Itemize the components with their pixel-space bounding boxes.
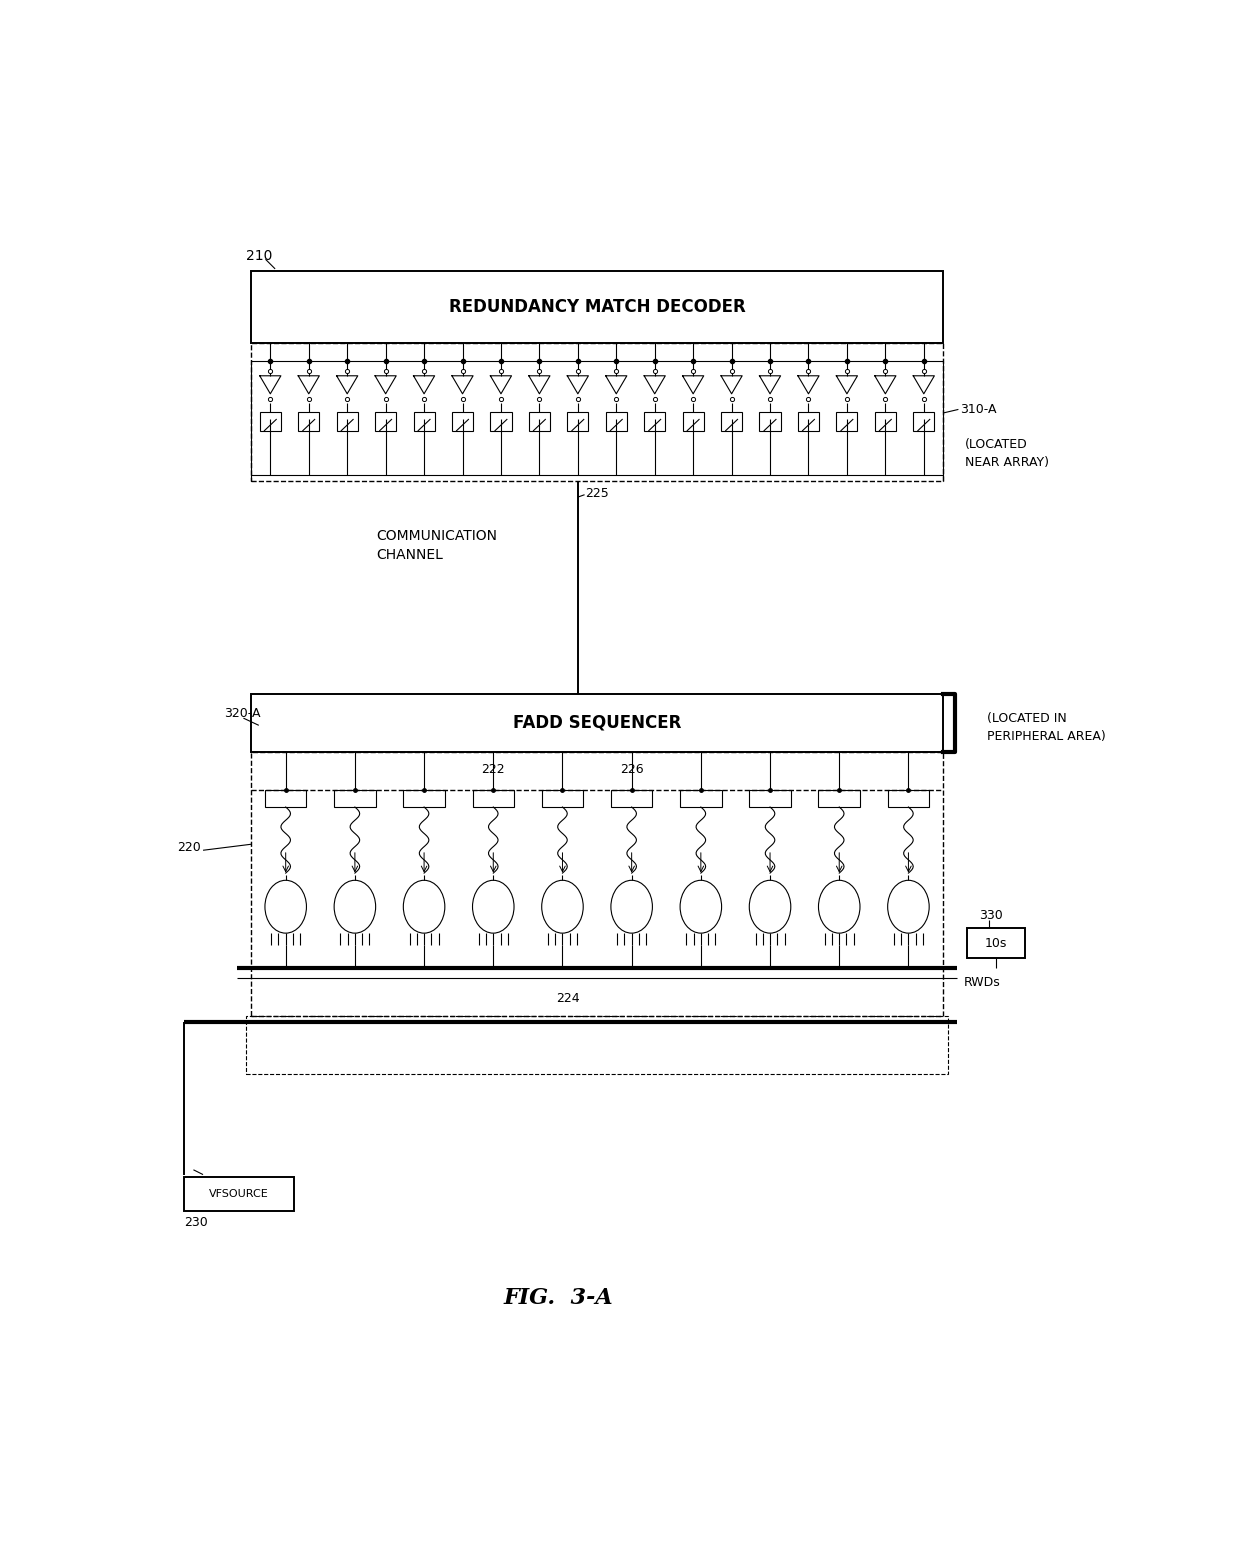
Text: COMMUNICATION: COMMUNICATION <box>376 529 497 543</box>
Bar <box>567 412 589 431</box>
Text: (LOCATED: (LOCATED <box>965 438 1028 451</box>
Bar <box>749 791 791 807</box>
Text: 320-A: 320-A <box>224 707 260 719</box>
Bar <box>888 791 929 807</box>
Bar <box>298 412 320 431</box>
Text: 230: 230 <box>184 1217 207 1229</box>
Bar <box>720 412 743 431</box>
Text: 226: 226 <box>620 763 644 777</box>
Bar <box>874 412 897 431</box>
Text: (LOCATED IN: (LOCATED IN <box>987 711 1066 725</box>
Text: 330: 330 <box>980 908 1003 922</box>
Bar <box>451 412 474 431</box>
Text: RWDs: RWDs <box>965 977 1001 989</box>
Text: PERIPHERAL AREA): PERIPHERAL AREA) <box>987 730 1106 743</box>
Bar <box>403 791 445 807</box>
Text: NEAR ARRAY): NEAR ARRAY) <box>965 456 1049 468</box>
Bar <box>490 412 512 431</box>
Bar <box>250 752 942 1016</box>
Text: 10s: 10s <box>985 938 1007 950</box>
Bar <box>605 412 627 431</box>
Bar <box>913 412 935 431</box>
Text: 222: 222 <box>481 763 505 777</box>
Bar <box>259 412 281 431</box>
Bar <box>247 1016 947 1073</box>
Text: 310-A: 310-A <box>960 402 997 417</box>
Text: FIG.  3-A: FIG. 3-A <box>503 1287 614 1309</box>
Text: 224: 224 <box>557 992 580 1005</box>
Bar <box>265 791 306 807</box>
Text: FADD SEQUENCER: FADD SEQUENCER <box>513 714 681 732</box>
Bar <box>682 412 704 431</box>
Bar <box>250 694 942 752</box>
Text: REDUNDANCY MATCH DECODER: REDUNDANCY MATCH DECODER <box>449 298 745 317</box>
Bar <box>611 791 652 807</box>
Bar <box>336 412 358 431</box>
Bar <box>797 412 820 431</box>
Bar <box>542 791 583 807</box>
Bar <box>644 412 666 431</box>
Bar <box>528 412 551 431</box>
Text: 225: 225 <box>585 487 609 501</box>
Bar <box>250 271 942 343</box>
Text: 210: 210 <box>247 248 273 262</box>
Bar <box>472 791 515 807</box>
Bar <box>680 791 722 807</box>
Bar <box>250 343 942 482</box>
Bar <box>818 791 861 807</box>
Bar <box>413 412 435 431</box>
Bar <box>836 412 858 431</box>
Bar <box>334 791 376 807</box>
Bar <box>967 928 1024 958</box>
Bar <box>759 412 781 431</box>
Bar <box>374 412 397 431</box>
Text: 220: 220 <box>177 841 201 855</box>
Bar <box>184 1176 294 1211</box>
Text: VFSOURCE: VFSOURCE <box>210 1189 269 1198</box>
Text: CHANNEL: CHANNEL <box>376 548 443 562</box>
